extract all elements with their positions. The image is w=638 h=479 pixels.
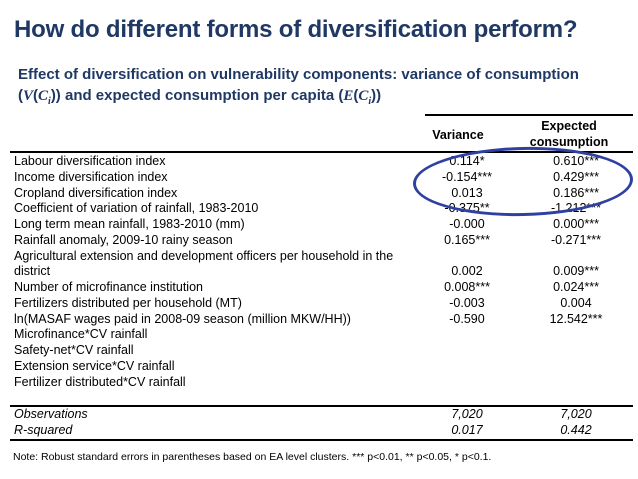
row-label: Coefficient of variation of rainfall, 19… — [14, 201, 259, 216]
table-rule-top — [425, 114, 633, 116]
variance-value: 0.013 — [451, 185, 483, 200]
math-subscript-i1: i — [48, 96, 51, 107]
variance-value: -0.590 — [449, 311, 485, 326]
caption-math-paren2: ( — [353, 87, 359, 104]
row-label: Agricultural extension and development o… — [14, 248, 394, 279]
row-label: Fertilizer distributed*CV rainfall — [14, 374, 186, 389]
expected-value: 0.004 — [560, 295, 592, 310]
variance-value: -0.000 — [449, 217, 485, 231]
variance-value: 7,020 — [451, 407, 483, 421]
math-symbol-c1: C — [38, 88, 49, 104]
expected-value: 0.186*** — [553, 185, 599, 200]
table-row: Observations 7,020 7,020 — [10, 407, 633, 423]
row-label: Microfinance*CV rainfall — [14, 327, 148, 342]
slide-title: How do different forms of diversificatio… — [14, 16, 578, 43]
row-label: Long term mean rainfall, 1983-2010 (mm) — [14, 217, 245, 231]
table-row: Cropland diversification index 0.013 0.1… — [10, 186, 633, 202]
table-row: Long term mean rainfall, 1983-2010 (mm) … — [10, 217, 633, 233]
math-subscript-i2: i — [368, 96, 372, 107]
table-note: Note: Robust standard errors in parenthe… — [13, 451, 492, 463]
math-symbol-v: V — [23, 88, 34, 104]
row-label: Income diversification index — [14, 169, 168, 184]
expected-header-line1: Expected — [541, 119, 597, 133]
table-row: Microfinance*CV rainfall — [10, 327, 633, 343]
caption-math-open: ( — [18, 87, 23, 104]
row-label: Observations — [14, 407, 88, 421]
expected-value: -1.212*** — [550, 201, 602, 216]
variance-value: 0.008*** — [444, 280, 490, 294]
variance-value: -0.154*** — [441, 169, 493, 184]
expected-value: 0.009*** — [553, 264, 599, 279]
variance-value: -0.375** — [444, 201, 490, 216]
variance-value: 0.165*** — [444, 232, 490, 247]
row-label: Cropland diversification index — [14, 185, 178, 200]
expected-value: 0.429*** — [553, 169, 599, 184]
table-row: Coefficient of variation of rainfall, 19… — [10, 201, 633, 217]
table-row: Labour diversification index 0.114* 0.61… — [10, 154, 633, 170]
table-row: Fertilizers distributed per household (M… — [10, 296, 633, 312]
caption-math-mid: )) and expected consumption per capita ( — [50, 87, 344, 104]
column-header-expected: Expected consumption — [513, 119, 625, 150]
variance-value: 0.017 — [451, 422, 483, 437]
row-label: Fertilizers distributed per household (M… — [14, 295, 242, 310]
table-rule-below-header — [10, 151, 633, 153]
table-row: R-squared 0.017 0.442 — [10, 423, 633, 439]
expected-value: 0.000*** — [553, 217, 599, 231]
table-row: Safety-net*CV rainfall — [10, 343, 633, 359]
table-footer: Observations 7,020 7,020 R-squared 0.017… — [10, 407, 633, 439]
table-rule-bottom — [10, 439, 633, 441]
row-label: Safety-net*CV rainfall — [14, 343, 134, 357]
caption-line1: Effect of diversification on vulnerabili… — [18, 66, 579, 83]
row-label: R-squared — [14, 422, 73, 437]
column-header-variance: Variance — [432, 128, 484, 142]
table-caption: Effect of diversification on vulnerabili… — [18, 64, 618, 109]
caption-math-close: )) — [371, 87, 382, 104]
row-label: Rainfall anomaly, 2009-10 rainy season — [14, 232, 233, 247]
row-label: ln(MASAF wages paid in 2008-09 season (m… — [14, 311, 351, 326]
expected-header-line2: consumption — [529, 134, 609, 149]
table-row: Fertilizer distributed*CV rainfall — [10, 375, 633, 391]
expected-value: 0.024*** — [553, 280, 599, 294]
variance-value: 0.114* — [449, 154, 485, 168]
table-row: Number of microfinance institution 0.008… — [10, 280, 633, 296]
variance-value: 0.002 — [451, 264, 483, 279]
caption-math-paren: ( — [33, 87, 39, 104]
row-label: Labour diversification index — [14, 154, 166, 168]
table-row: ln(MASAF wages paid in 2008-09 season (m… — [10, 312, 633, 328]
expected-value: 12.542*** — [549, 311, 603, 326]
math-symbol-e: E — [343, 88, 354, 104]
table-rule-above-footer — [10, 405, 633, 407]
table-row: Rainfall anomaly, 2009-10 rainy season 0… — [10, 233, 633, 249]
expected-value: 0.442 — [560, 422, 592, 437]
expected-value: 0.610*** — [553, 154, 599, 168]
variance-value: -0.003 — [449, 295, 485, 310]
expected-value: 7,020 — [560, 407, 592, 421]
table-body: Labour diversification index 0.114* 0.61… — [10, 154, 633, 390]
row-label: Extension service*CV rainfall — [14, 358, 175, 373]
math-symbol-c2: C — [358, 88, 369, 104]
table-row: Income diversification index -0.154*** 0… — [10, 170, 633, 186]
table-row: Extension service*CV rainfall — [10, 359, 633, 375]
row-label: Number of microfinance institution — [14, 280, 203, 294]
expected-value: -0.271*** — [550, 232, 602, 247]
table-row: Agricultural extension and development o… — [10, 249, 633, 281]
